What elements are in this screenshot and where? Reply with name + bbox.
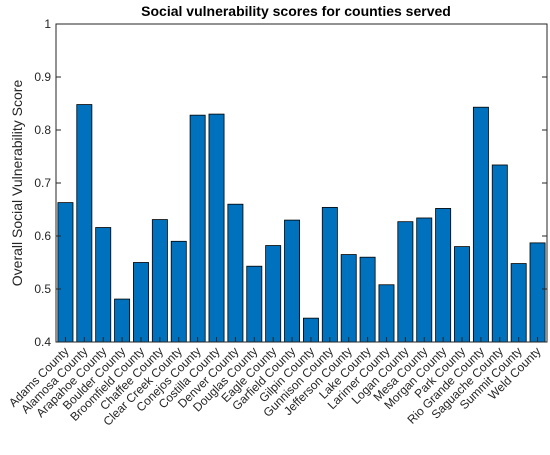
bar (151, 219, 168, 343)
bar (57, 202, 74, 343)
y-tick-label: 1 (44, 17, 51, 31)
bar (359, 256, 376, 343)
bar (454, 246, 470, 343)
bar (397, 221, 414, 343)
bar (435, 208, 452, 343)
y-tick-label: 0.4 (34, 335, 51, 349)
bar (284, 219, 301, 343)
bar (321, 206, 338, 343)
bars-group (57, 104, 546, 343)
bar (491, 164, 508, 343)
y-tick-label: 0.9 (34, 70, 51, 84)
bar (510, 263, 527, 343)
y-axis-label: Overall Social Vulnerability Score (9, 80, 25, 287)
bar (265, 245, 282, 343)
bar (529, 242, 546, 343)
y-tick-label: 0.8 (34, 123, 51, 137)
bar (246, 265, 263, 343)
y-tick-label: 0.6 (34, 229, 51, 243)
bar (133, 262, 149, 343)
bar (76, 104, 93, 343)
bar (95, 227, 112, 343)
bar (340, 254, 357, 343)
bar (170, 240, 187, 343)
y-tick-label: 0.7 (34, 176, 51, 190)
y-axis-ticks: 0.4 0.5 0.6 0.7 0.8 0.9 1 (34, 17, 547, 349)
y-tick-label: 0.5 (34, 282, 51, 296)
bar (227, 203, 244, 343)
bar (189, 114, 206, 343)
bar (114, 298, 131, 343)
bar (416, 217, 433, 343)
bar (378, 284, 395, 343)
bar (472, 106, 489, 343)
bar (208, 113, 225, 343)
chart-title: Social vulnerability scores for counties… (141, 3, 451, 19)
